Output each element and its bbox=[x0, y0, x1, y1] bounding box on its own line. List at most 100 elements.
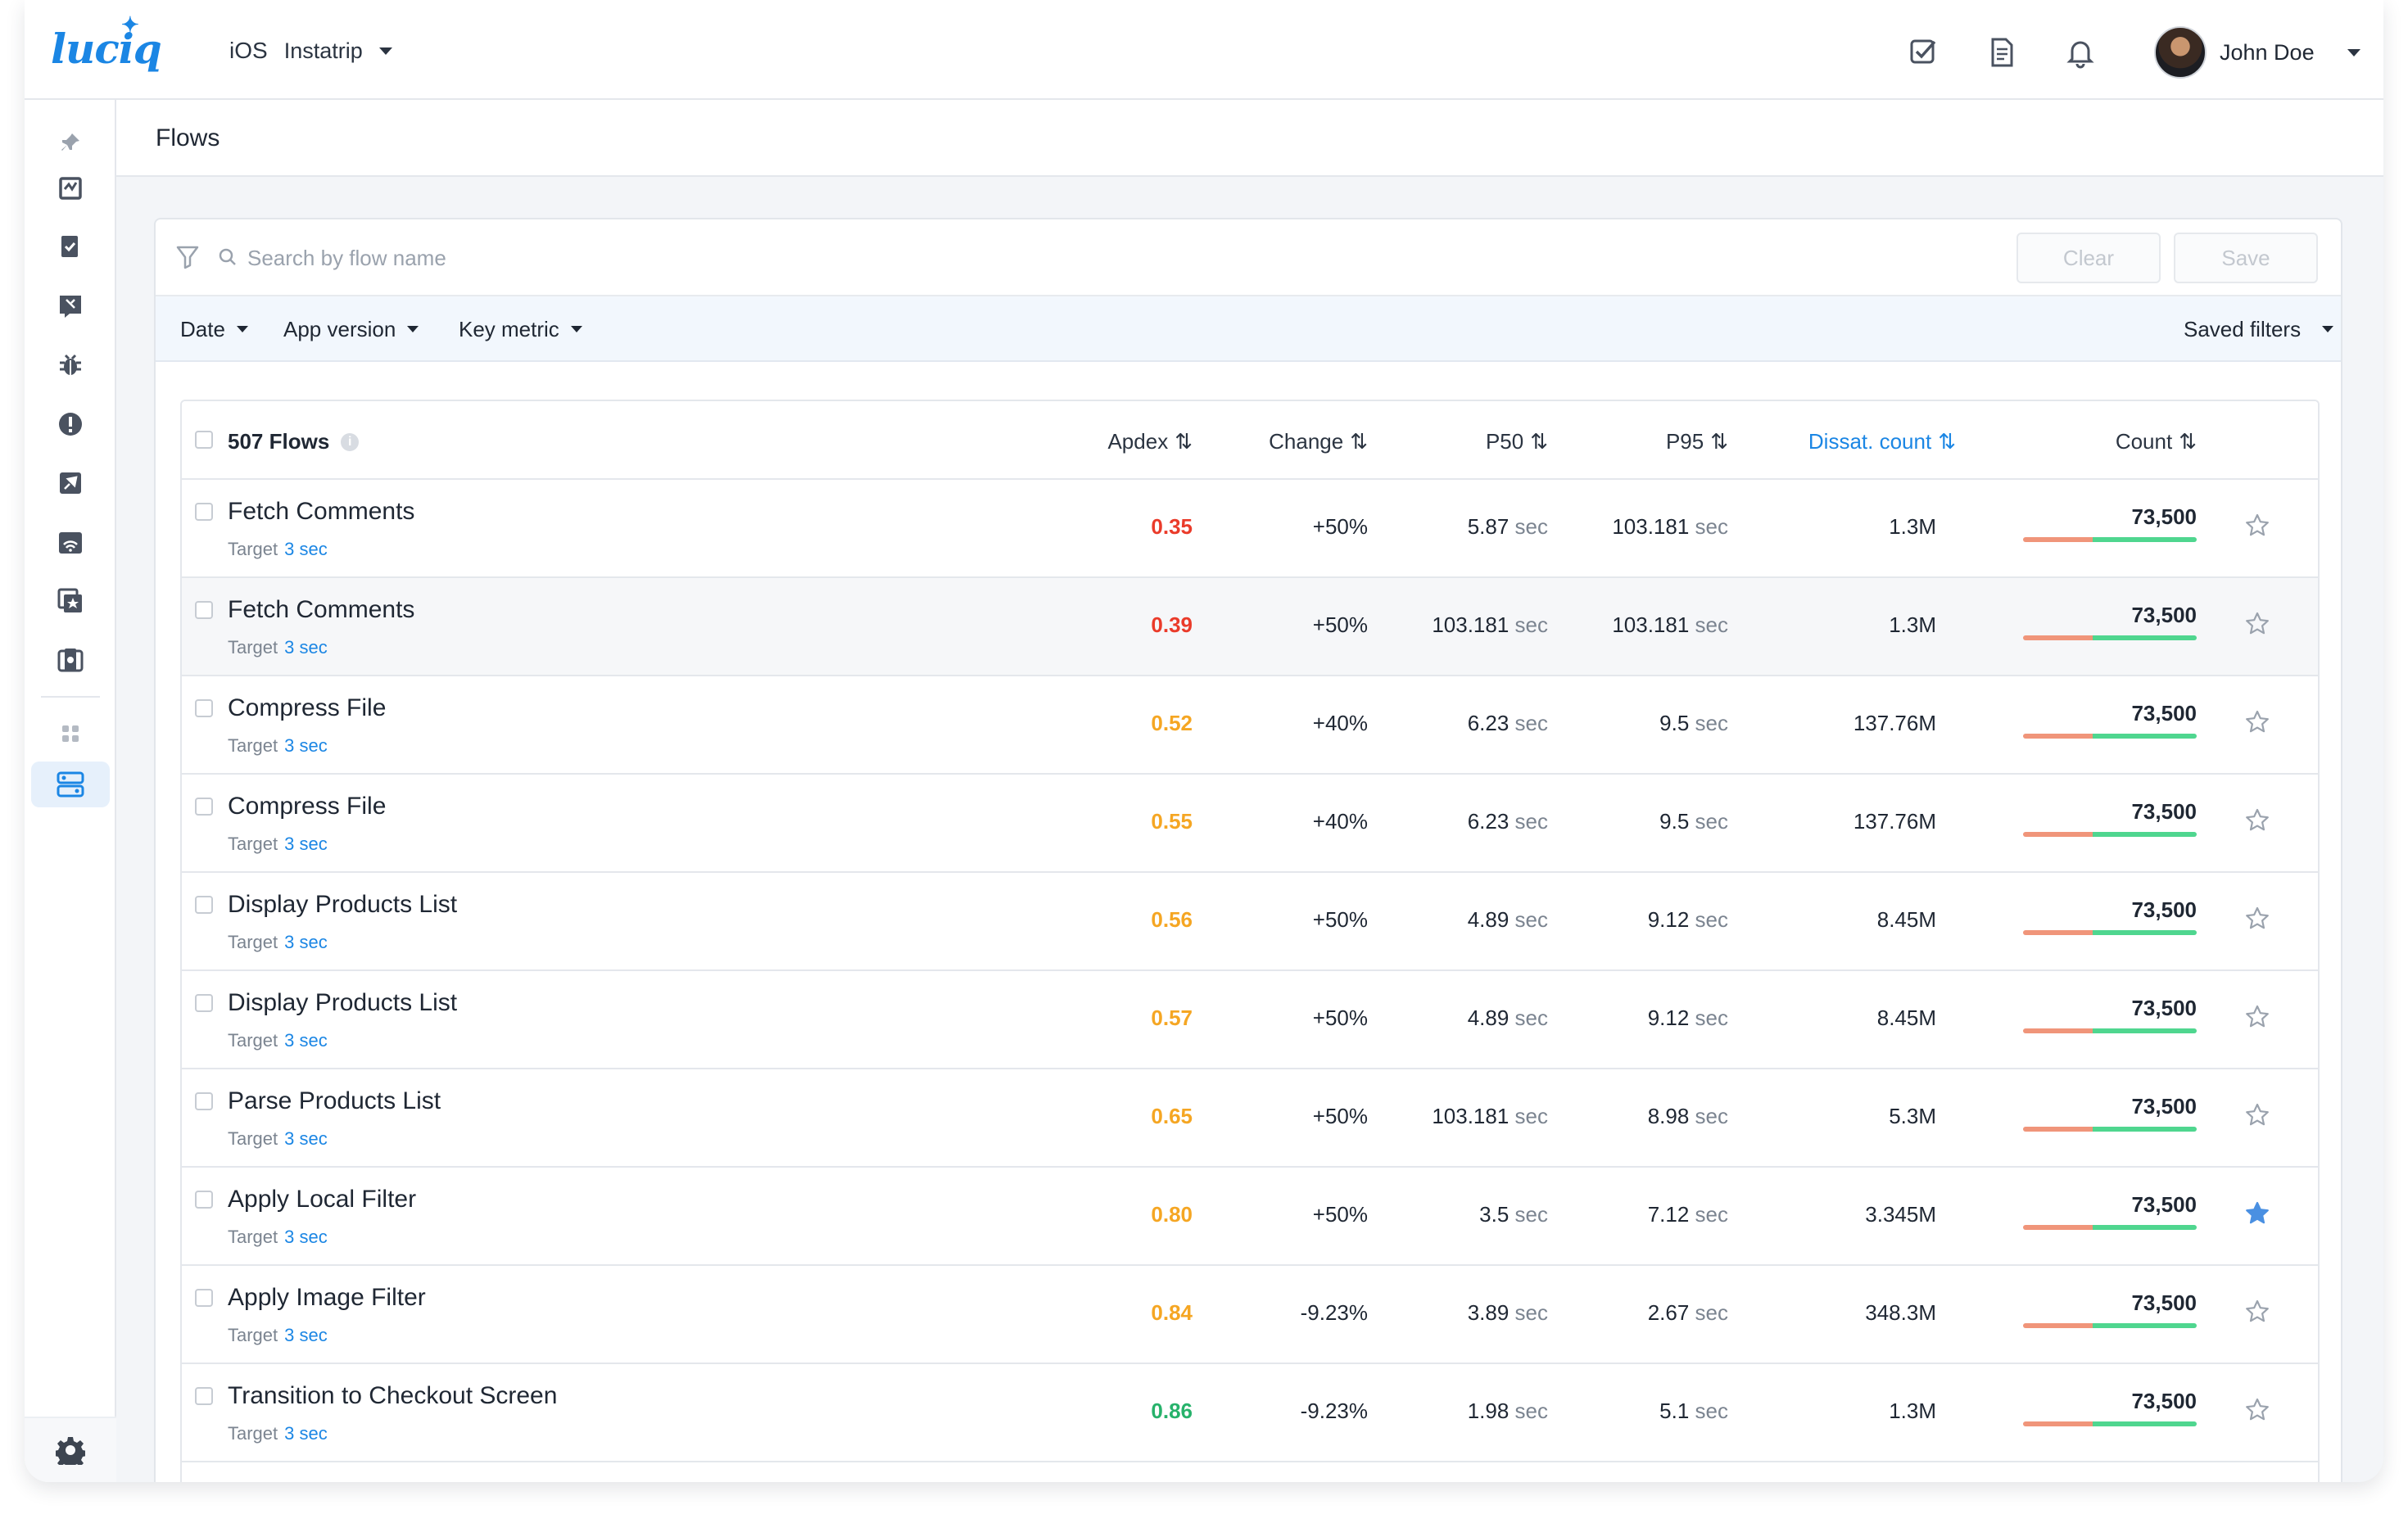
row-checkbox[interactable] bbox=[195, 1191, 213, 1209]
row-checkbox[interactable] bbox=[195, 503, 213, 521]
flow-name[interactable]: Display Products List bbox=[228, 891, 458, 918]
table-row[interactable]: Display Products List Target 3 sec 0.56 +50%… bbox=[182, 873, 2318, 971]
star-icon[interactable] bbox=[2244, 1200, 2270, 1227]
star-icon[interactable] bbox=[2244, 611, 2270, 637]
key-metric-filter-dropdown[interactable]: Key metric bbox=[459, 314, 582, 344]
count-bar bbox=[2023, 1127, 2197, 1132]
star-icon[interactable] bbox=[2244, 709, 2270, 735]
star-icon[interactable] bbox=[2244, 906, 2270, 932]
table-row[interactable]: Apply Image Filter Target 3 sec 0.84 -9.23% 3… bbox=[182, 1266, 2318, 1364]
target-value-link[interactable]: 3 sec bbox=[284, 637, 328, 658]
dissat-count-value: 8.45M bbox=[1876, 907, 1936, 932]
flow-name[interactable]: Compress File bbox=[228, 793, 387, 820]
flow-name[interactable]: Apply Image Filter bbox=[228, 1284, 426, 1311]
column-header-apdex[interactable]: Apdex ⇅ bbox=[1107, 429, 1193, 454]
logo[interactable]: luciq ✦ bbox=[51, 13, 162, 73]
column-header-p95[interactable]: P95 ⇅ bbox=[1666, 429, 1728, 454]
table-row[interactable]: Display Products List Target 3 sec 0.57 +50%… bbox=[182, 971, 2318, 1069]
apps-grid-icon[interactable] bbox=[31, 711, 110, 757]
table-row[interactable]: Compress File Target 3 sec 0.52 +40% 6.23 sec… bbox=[182, 676, 2318, 775]
table-row[interactable]: Transition to Checkout Screen Target 3 sec… bbox=[182, 1364, 2318, 1462]
row-checkbox[interactable] bbox=[195, 1289, 213, 1307]
star-icon[interactable] bbox=[2244, 807, 2270, 834]
table-row[interactable]: Compress File Target 3 sec 0.55 +40% 6.23 sec… bbox=[182, 775, 2318, 873]
saved-filters-dropdown[interactable]: Saved filters bbox=[2184, 314, 2334, 344]
change-value: +50% bbox=[1312, 907, 1368, 932]
table-row[interactable]: Apply Local Filter Target 3 sec 0.80 +50% 3.5… bbox=[182, 1168, 2318, 1266]
target-value-link[interactable]: 3 sec bbox=[284, 539, 328, 559]
row-checkbox[interactable] bbox=[195, 896, 213, 914]
settings-gear-icon[interactable] bbox=[25, 1417, 116, 1482]
p50-value: 3.5 sec bbox=[1479, 1202, 1548, 1227]
date-filter-dropdown[interactable]: Date bbox=[180, 314, 248, 344]
table-row[interactable]: Fetch Comments Target 3 sec 0.39 +50% 103.181… bbox=[182, 578, 2318, 676]
p95-value: 2.67 sec bbox=[1648, 1300, 1728, 1326]
bell-icon[interactable] bbox=[2064, 36, 2097, 69]
star-icon[interactable] bbox=[2244, 513, 2270, 539]
row-checkbox[interactable] bbox=[195, 1092, 213, 1110]
count-bar bbox=[2023, 1421, 2197, 1426]
document-icon[interactable] bbox=[1985, 36, 2018, 69]
flow-name[interactable]: Transition to Checkout Screen bbox=[228, 1382, 558, 1409]
search-input[interactable] bbox=[247, 237, 1230, 278]
change-value: +50% bbox=[1312, 1006, 1368, 1030]
row-checkbox[interactable] bbox=[195, 601, 213, 619]
flow-name[interactable]: Fetch Comments bbox=[228, 498, 415, 525]
column-header-change[interactable]: Change ⇅ bbox=[1269, 429, 1368, 454]
target-value-link[interactable]: 3 sec bbox=[284, 1325, 328, 1345]
column-header-p50[interactable]: P50 ⇅ bbox=[1486, 429, 1548, 454]
flows-icon[interactable] bbox=[31, 762, 110, 807]
crash-icon[interactable] bbox=[31, 401, 110, 447]
column-header-count[interactable]: Count ⇅ bbox=[2116, 429, 2197, 454]
select-all-checkbox[interactable] bbox=[195, 431, 213, 449]
app-version-filter-dropdown[interactable]: App version bbox=[283, 314, 419, 344]
p50-value: 103.181 sec bbox=[1432, 612, 1548, 638]
target-value-link[interactable]: 3 sec bbox=[284, 932, 328, 952]
target-value-link[interactable]: 3 sec bbox=[284, 1030, 328, 1051]
star-icon[interactable] bbox=[2244, 1397, 2270, 1423]
table-row[interactable]: Parse Products List Target 3 sec 0.65 +50% 10… bbox=[182, 1069, 2318, 1168]
target-value-link[interactable]: 3 sec bbox=[284, 1128, 328, 1149]
screens-icon[interactable] bbox=[31, 578, 110, 624]
p95-number: 9.12 bbox=[1647, 1006, 1690, 1030]
star-icon[interactable] bbox=[2244, 1004, 2270, 1030]
p95-value: 103.181 sec bbox=[1612, 612, 1728, 638]
funnel-icon[interactable] bbox=[175, 244, 200, 270]
launch-icon[interactable] bbox=[31, 460, 110, 506]
row-checkbox[interactable] bbox=[195, 1387, 213, 1405]
row-checkbox[interactable] bbox=[195, 798, 213, 816]
table-row[interactable]: Fetch Comments Target 3 sec 0.35 +50% 5.87 se… bbox=[182, 480, 2318, 578]
target-value-link[interactable]: 3 sec bbox=[284, 1227, 328, 1247]
target-label: Target bbox=[228, 1325, 278, 1345]
clear-button[interactable]: Clear bbox=[2016, 233, 2161, 283]
flow-name[interactable]: Parse Products List bbox=[228, 1087, 441, 1114]
bug-icon[interactable] bbox=[31, 342, 110, 388]
info-icon[interactable]: i bbox=[341, 432, 360, 451]
pin-icon[interactable] bbox=[31, 120, 110, 165]
flow-name[interactable]: Compress File bbox=[228, 694, 387, 721]
row-checkbox[interactable] bbox=[195, 699, 213, 717]
app-health-icon[interactable] bbox=[31, 165, 110, 211]
flow-target: Target 3 sec bbox=[228, 1227, 328, 1248]
dissat-count-value: 348.3M bbox=[1865, 1300, 1936, 1325]
network-icon[interactable] bbox=[31, 519, 110, 565]
sessions-icon[interactable] bbox=[31, 637, 110, 683]
sort-icon: ⇅ bbox=[1175, 429, 1193, 454]
target-value-link[interactable]: 3 sec bbox=[284, 834, 328, 854]
column-header-dissat-count[interactable]: Dissat. count ⇅ bbox=[1808, 429, 1956, 454]
flow-name[interactable]: Display Products List bbox=[228, 989, 458, 1016]
checklist-icon[interactable] bbox=[1907, 36, 1940, 69]
star-icon[interactable] bbox=[2244, 1299, 2270, 1325]
target-value-link[interactable]: 3 sec bbox=[284, 1423, 328, 1444]
reports-icon[interactable] bbox=[31, 224, 110, 270]
feedback-icon[interactable] bbox=[31, 283, 110, 329]
row-checkbox[interactable] bbox=[195, 994, 213, 1012]
target-value-link[interactable]: 3 sec bbox=[284, 735, 328, 756]
flow-name[interactable]: Fetch Comments bbox=[228, 596, 415, 623]
star-icon[interactable] bbox=[2244, 1102, 2270, 1128]
app-selector[interactable]: iOS Instatrip bbox=[229, 33, 392, 69]
user-menu[interactable]: John Doe bbox=[2154, 26, 2360, 79]
sidebar-divider bbox=[41, 696, 100, 698]
save-button[interactable]: Save bbox=[2174, 233, 2318, 283]
flow-name[interactable]: Apply Local Filter bbox=[228, 1186, 417, 1213]
